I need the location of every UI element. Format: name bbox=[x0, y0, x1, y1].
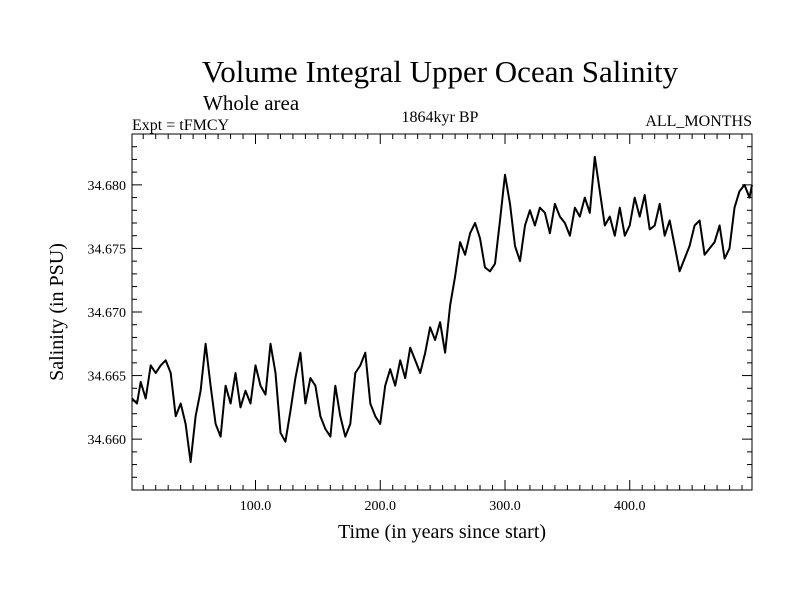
chart-title: Volume Integral Upper Ocean Salinity bbox=[202, 54, 679, 89]
axis-ticks bbox=[132, 133, 752, 491]
salinity-series-line bbox=[131, 155, 753, 463]
months-label: ALL_MONTHS bbox=[645, 113, 752, 130]
x-axis-label: Time (in years since start) bbox=[338, 521, 546, 543]
y-tick-label: 34.660 bbox=[88, 433, 127, 448]
plot-frame bbox=[131, 133, 753, 491]
experiment-label: Expt = tFMCY bbox=[132, 117, 229, 134]
chart-subtitle: Whole area bbox=[203, 91, 300, 115]
period-label: 1864kyr BP bbox=[402, 109, 479, 126]
y-tick-label: 34.675 bbox=[88, 242, 127, 257]
y-tick-label: 34.680 bbox=[88, 179, 127, 194]
x-tick-label: 300.0 bbox=[489, 499, 521, 514]
y-tick-label: 34.670 bbox=[88, 306, 127, 321]
y-tick-label: 34.665 bbox=[88, 370, 127, 385]
x-tick-label: 200.0 bbox=[364, 499, 396, 514]
axis-tick-labels: 100.0 200.0 300.0 400.0 34.660 34.665 34.670 34… bbox=[88, 179, 646, 514]
y-axis-label: Salinity (in PSU) bbox=[46, 243, 68, 381]
x-tick-label: 100.0 bbox=[240, 499, 272, 514]
x-tick-label: 400.0 bbox=[614, 499, 646, 514]
